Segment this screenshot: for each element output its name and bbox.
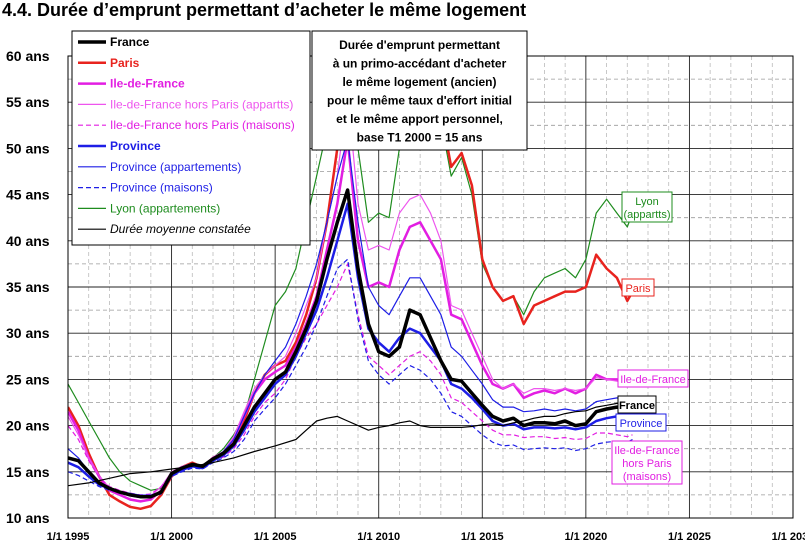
end-label-box	[621, 278, 655, 297]
legend-item-ile-de-france: Ile-de-France	[78, 77, 185, 91]
y-tick-label: 45 ans	[6, 187, 50, 203]
legend-label: Province (maisons)	[110, 181, 213, 195]
series-line-province-maisons	[68, 258, 633, 498]
x-tick-label: 1/1 2020	[564, 531, 607, 543]
legend-label: Ile-de-France hors Paris (appartts)	[110, 97, 293, 111]
chart-note-box: Durée d'emprunt permettant à un primo-acc…	[311, 30, 528, 151]
legend-item-france: France	[78, 35, 150, 49]
legend-item-province: Province	[78, 139, 161, 153]
y-tick-label: 60 ans	[6, 48, 50, 64]
x-tick-label: 1/1 2025	[668, 531, 711, 543]
legend-label: Lyon (appartements)	[110, 201, 220, 215]
end-label-box	[617, 395, 657, 414]
legend-item-province-maisons: Province (maisons)	[78, 181, 213, 195]
y-tick-label: 10 ans	[6, 510, 50, 526]
x-axis-ticks: 1/1 1995 1/1 2000 1/1 2005 1/1 2010 1/1 2015…	[47, 531, 805, 543]
y-tick-label: 15 ans	[6, 464, 50, 480]
end-label-box	[617, 369, 689, 388]
end-label-text: hors Paris	[622, 458, 672, 470]
end-label-box	[621, 191, 673, 223]
x-tick-label: 1/1 2005	[254, 531, 297, 543]
legend-item-duree-moyenne-constatee: Durée moyenne constatée	[78, 222, 251, 236]
end-label-paris: Paris	[621, 278, 655, 297]
series-line-duree-moyenne-constatee	[68, 400, 633, 487]
end-label-box	[615, 413, 667, 432]
legend-label: Durée moyenne constatée	[110, 222, 251, 236]
x-tick-label: 1/1 2015	[461, 531, 504, 543]
end-label-france: France	[617, 395, 657, 414]
end-label-lyon-appartements: Lyon(appartts)	[621, 191, 673, 223]
note-line: le même logement (ancien)	[342, 75, 496, 89]
note-line: pour le même taux d'effort initial	[327, 94, 512, 108]
note-line: Durée d'emprunt permettant	[339, 38, 500, 52]
end-label-text: Ile-de-France	[614, 445, 679, 457]
x-tick-label: 1/1 2010	[357, 531, 400, 543]
y-tick-label: 30 ans	[6, 325, 50, 341]
x-tick-label: 1/1 2000	[150, 531, 193, 543]
y-tick-label: 40 ans	[6, 233, 50, 249]
legend-label: Province	[110, 139, 161, 153]
legend-label: Paris	[110, 56, 140, 70]
series-end-labels: Lyon(appartts)ParisIle-de-FranceIle-de-F…	[611, 191, 689, 485]
legend: France Paris Ile-de-France Ile-de-France ho…	[71, 30, 311, 246]
legend-item-paris: Paris	[78, 56, 140, 70]
legend-label: Ile-de-France hors Paris (maisons)	[110, 118, 295, 132]
y-tick-label: 35 ans	[6, 279, 50, 295]
note-line: base T1 2000 = 15 ans	[357, 131, 483, 145]
legend-item-province-appartements: Province (appartements)	[78, 160, 241, 174]
x-tick-label: 1/1 2030	[772, 531, 805, 543]
end-label-ile-de-france: Ile-de-France	[617, 369, 689, 388]
end-label-box	[611, 440, 683, 485]
end-label-text: France	[619, 400, 655, 412]
end-label-text: Province	[620, 418, 663, 430]
y-axis-ticks: 10 ans 15 ans 20 ans 25 ans 30 ans 35 ans 40 a…	[6, 48, 50, 526]
y-tick-label: 25 ans	[6, 371, 50, 387]
note-line: et le même apport personnel,	[336, 112, 503, 126]
note-box	[311, 30, 528, 151]
x-tick-label: 1/1 1995	[47, 531, 90, 543]
page-title: 4.4. Durée d’emprunt permettant d’achete…	[2, 0, 527, 20]
series-line-france	[68, 188, 635, 499]
y-tick-label: 20 ans	[6, 418, 50, 434]
legend-item-ile-de-france-hors-paris-appartts: Ile-de-France hors Paris (appartts)	[78, 97, 293, 111]
end-label-province: Province	[615, 413, 667, 432]
legend-box	[71, 30, 311, 246]
end-label-text: Ile-de-France	[620, 374, 685, 386]
legend-label: Province (appartements)	[110, 160, 241, 174]
end-label-text: (appartts)	[623, 209, 670, 221]
legend-item-lyon-appartements: Lyon (appartements)	[78, 201, 220, 215]
end-label-text: (maisons)	[623, 471, 671, 483]
end-label-text: Paris	[625, 283, 651, 295]
note-line: à un primo-accédant d'acheter	[333, 57, 507, 71]
series-line-province	[68, 202, 634, 498]
legend-label: Ile-de-France	[110, 77, 185, 91]
end-label-text: Lyon	[635, 196, 658, 208]
y-tick-label: 50 ans	[6, 140, 50, 156]
legend-item-ile-de-france-hors-paris-maisons: Ile-de-France hors Paris (maisons)	[78, 118, 295, 132]
y-tick-label: 55 ans	[6, 94, 50, 110]
legend-label: France	[110, 35, 150, 49]
